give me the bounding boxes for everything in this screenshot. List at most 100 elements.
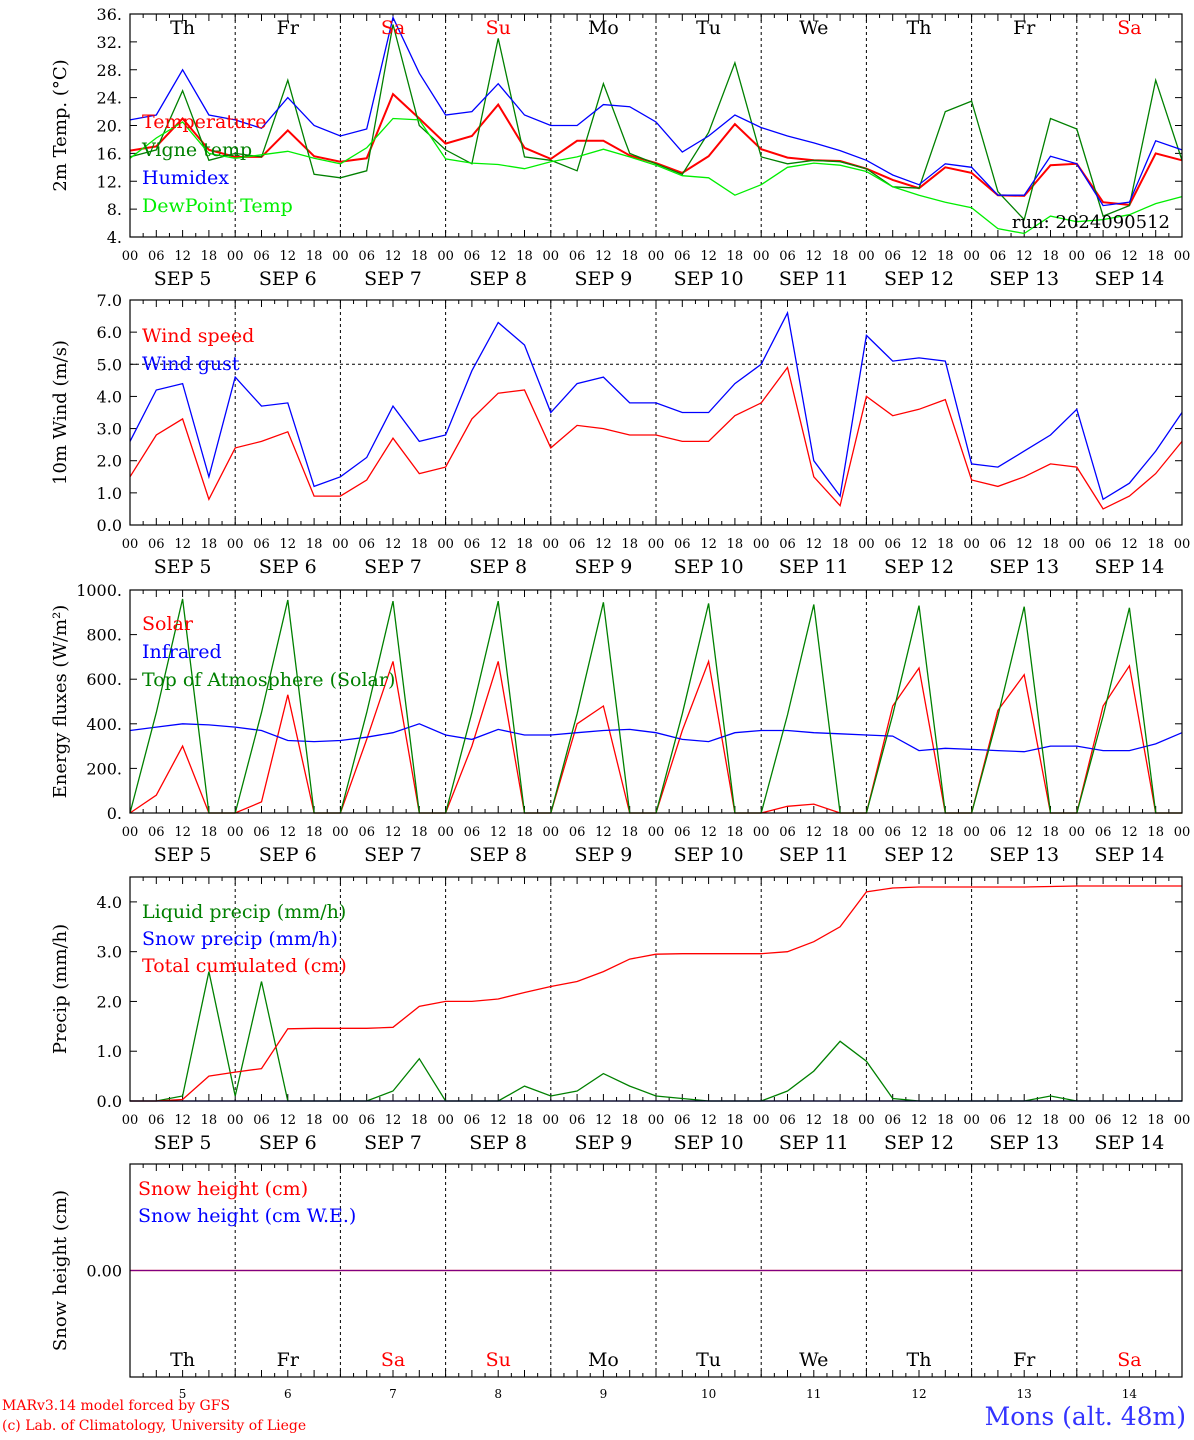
panel-4-hour-tick-label: 00 (437, 1113, 454, 1128)
panel-2-y-tick-label: 3.0 (97, 420, 122, 439)
bottom-day-name-label: Th (907, 1349, 932, 1371)
meteogram: 4. 8. 12. 16. 20. 24. 28. 32. 36. Temperature Vign… (50, 5, 1190, 1400)
bottom-day-number: 11 (806, 1387, 821, 1400)
panel-4-hour-tick-label: 12 (1016, 1113, 1033, 1128)
panel-4-hour-tick-label: 06 (1095, 1113, 1112, 1128)
day-name-label: Sa (381, 17, 405, 39)
panel-4-hour-tick-label: 12 (595, 1113, 612, 1128)
panel-2-date-label: SEP 6 (259, 556, 317, 578)
panel-4-legend-entry: Snow precip (mm/h) (142, 928, 338, 950)
panel-5-frame (129, 1163, 1183, 1378)
panel-1-y-tick-label: 16. (97, 144, 122, 163)
panel-2-hour-tick-label: 12 (385, 537, 402, 552)
panel-5-legend-entry: Snow height (cm) (138, 1178, 308, 1200)
panel-2-hour-tick-label: 18 (201, 537, 218, 552)
panel-2-y-tick-label: 4.0 (97, 387, 122, 406)
panel-3-hour-tick-label: 12 (1016, 825, 1033, 840)
panel-1-y-tick-label: 4. (107, 228, 122, 247)
panel-2-hour-tick-label: 00 (963, 537, 980, 552)
panel-4-hour-tick-label: 18 (1147, 1113, 1164, 1128)
panel-3-hour-tick-label: 12 (911, 825, 928, 840)
panel-3-hour-tick-label: 06 (1095, 825, 1112, 840)
panel-3-legend-entry: Infrared (142, 641, 222, 663)
panel-1-y-tick-label: 12. (97, 172, 122, 191)
panel-2-hour-tick-label: 12 (911, 537, 928, 552)
panel-3-date-label: SEP 8 (469, 844, 527, 866)
panel-3-hour-tick-label: 06 (569, 825, 586, 840)
panel-1-legend-entry: Vigne temp (141, 139, 252, 161)
panel-2-series-red (129, 365, 1183, 510)
panel-4-hour-tick-label: 00 (1069, 1113, 1086, 1128)
panel-2-hour-tick-label: 12 (174, 537, 191, 552)
panel-4-date-label: SEP 7 (364, 1132, 422, 1154)
panel-1-hour-tick-label: 18 (727, 249, 744, 264)
panel-1-date-label: SEP 11 (779, 268, 849, 290)
panel-4-hour-tick-label: 12 (911, 1113, 928, 1128)
panel-3-y-tick-label: 0. (107, 804, 122, 823)
panel-2-y-tick-label: 5.0 (97, 355, 122, 374)
day-name-label: Th (170, 17, 195, 39)
panel-1-hour-tick-label: 06 (674, 249, 691, 264)
panel-4-hour-tick-label: 00 (858, 1113, 875, 1128)
panel-2-hour-tick-label: 00 (332, 537, 349, 552)
panel-1-hour-tick-label: 00 (122, 249, 139, 264)
day-name-label: Sa (1117, 17, 1141, 39)
panel-1-hour-tick-label: 12 (911, 249, 928, 264)
day-name-label: Mo (588, 17, 619, 39)
panel-2-hour-tick-label: 18 (727, 537, 744, 552)
panel-2-hour-tick-label: 18 (1147, 537, 1164, 552)
bottom-day-number: 9 (600, 1387, 608, 1400)
panel-1-y-tick-label: 28. (97, 61, 122, 80)
panel-3-hour-tick-label: 00 (437, 825, 454, 840)
panel-4-y-tick-label: 1.0 (97, 1042, 122, 1061)
panel-2-hour-tick-label: 18 (937, 537, 954, 552)
panel-1-y-tick-label: 32. (97, 33, 122, 52)
panel-1-y-tick-label: 8. (107, 200, 122, 219)
panel-2-y-tick-label: 2.0 (97, 452, 122, 471)
panel-2-hour-tick-label: 18 (306, 537, 323, 552)
panel-3-hour-tick-label: 12 (806, 825, 823, 840)
panel-1-hour-tick-label: 18 (306, 249, 323, 264)
panel-1-date-label: SEP 12 (884, 268, 954, 290)
panel-3-hour-tick-label: 06 (674, 825, 691, 840)
panel-1-date-label: SEP 6 (259, 268, 317, 290)
panel-1-legend-entry: DewPoint Temp (142, 195, 293, 217)
station-name: Mons (alt. 48m) (984, 1402, 1186, 1431)
panel-2-hour-tick-label: 06 (569, 537, 586, 552)
panel-4-hour-tick-label: 12 (280, 1113, 297, 1128)
panel-2-hour-tick-label: 12 (595, 537, 612, 552)
panel-3-legend-entry: Solar (142, 613, 194, 635)
panel-1-hour-tick-label: 18 (832, 249, 849, 264)
panel-3-hour-tick-label: 00 (753, 825, 770, 840)
panel-3-hour-tick-label: 18 (727, 825, 744, 840)
panel-4-hour-tick-label: 06 (674, 1113, 691, 1128)
panel-4-hour-tick-label: 18 (516, 1113, 533, 1128)
bottom-day-name-label: Sa (381, 1349, 405, 1371)
bottom-day-number: 14 (1122, 1387, 1138, 1400)
bottom-day-number: 5 (179, 1387, 187, 1400)
panel-4-y-tick-label: 4.0 (97, 893, 122, 912)
panel-2-y-tick-label: 7.0 (97, 291, 122, 310)
panel-1-hour-tick-label: 06 (358, 249, 375, 264)
panel-3-y-tick-label: 200. (86, 759, 122, 778)
panel-1-hour-tick-label: 06 (1095, 249, 1112, 264)
panel-2-date-label: SEP 9 (574, 556, 632, 578)
panel-1-y-tick-label: 36. (97, 5, 122, 24)
panel-4-hour-tick-label: 00 (753, 1113, 770, 1128)
panel-3-y-tick-label: 800. (86, 626, 122, 645)
bottom-day-number: 12 (911, 1387, 926, 1400)
panel-3-hour-tick-label: 00 (963, 825, 980, 840)
panel-4-hour-tick-label: 00 (227, 1113, 244, 1128)
panel-1-date-label: SEP 14 (1094, 268, 1164, 290)
panel-3-hour-tick-label: 00 (648, 825, 665, 840)
panel-4-hour-tick-label: 18 (201, 1113, 218, 1128)
panel-4-hour-tick-label: 06 (990, 1113, 1007, 1128)
panel-3-hour-tick-label: 06 (884, 825, 901, 840)
panel-2-hour-tick-label: 06 (358, 537, 375, 552)
panel-1-date-label: SEP 13 (989, 268, 1059, 290)
panel-2-hour-tick-label: 18 (411, 537, 428, 552)
panel-4-hour-tick-label: 00 (963, 1113, 980, 1128)
panel-2-hour-tick-label: 12 (1016, 537, 1033, 552)
panel-1-hour-tick-label: 00 (543, 249, 560, 264)
panel-1-hour-tick-label: 18 (1147, 249, 1164, 264)
